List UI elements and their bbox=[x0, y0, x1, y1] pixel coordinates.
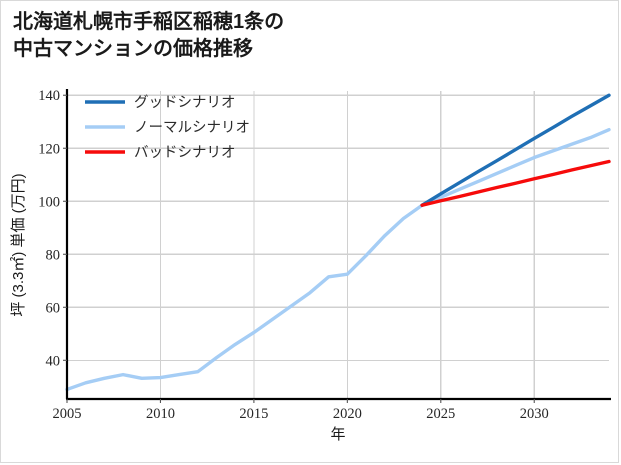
data-series bbox=[65, 93, 611, 392]
x-axis-title: 年 bbox=[330, 426, 345, 443]
legend-label-0[interactable]: グッドシナリオ bbox=[134, 94, 236, 111]
y-tick-label: 60 bbox=[46, 300, 61, 316]
axis-lines bbox=[65, 89, 611, 401]
y-tick-label: 120 bbox=[38, 141, 60, 157]
series-line-normal bbox=[65, 127, 611, 392]
x-tick-label: 2025 bbox=[426, 406, 455, 422]
series-line-bad bbox=[420, 159, 611, 207]
y-tick-label: 100 bbox=[38, 194, 60, 210]
y-axis-title: 坪 (3.3㎡) 単価 (万円) bbox=[10, 173, 27, 316]
x-tick-label: 2015 bbox=[239, 406, 268, 422]
legend-label-1[interactable]: ノーマルシナリオ bbox=[134, 120, 250, 136]
x-tick-label: 2005 bbox=[53, 406, 82, 422]
series-line-good bbox=[420, 93, 611, 207]
gridlines bbox=[66, 91, 609, 399]
axis-ticks: 40 60 80 100 120 140 2005 2010 2015 2020 2025 2030 bbox=[38, 88, 548, 422]
legend-label-2[interactable]: バッドシナリオ bbox=[134, 145, 236, 161]
axis-labels: 年 坪 (3.3㎡) 単価 (万円) bbox=[10, 173, 346, 443]
chart-title: 北海道札幌市手稲区稲穂1条の 中古マンションの価格推移 bbox=[13, 11, 285, 60]
x-tick-label: 2030 bbox=[520, 406, 549, 422]
x-tick-label: 2020 bbox=[333, 406, 362, 422]
y-tick-label: 140 bbox=[38, 88, 60, 104]
y-tick-label: 40 bbox=[46, 353, 61, 369]
x-tick-label: 2010 bbox=[146, 406, 175, 422]
y-tick-label: 80 bbox=[46, 247, 61, 263]
